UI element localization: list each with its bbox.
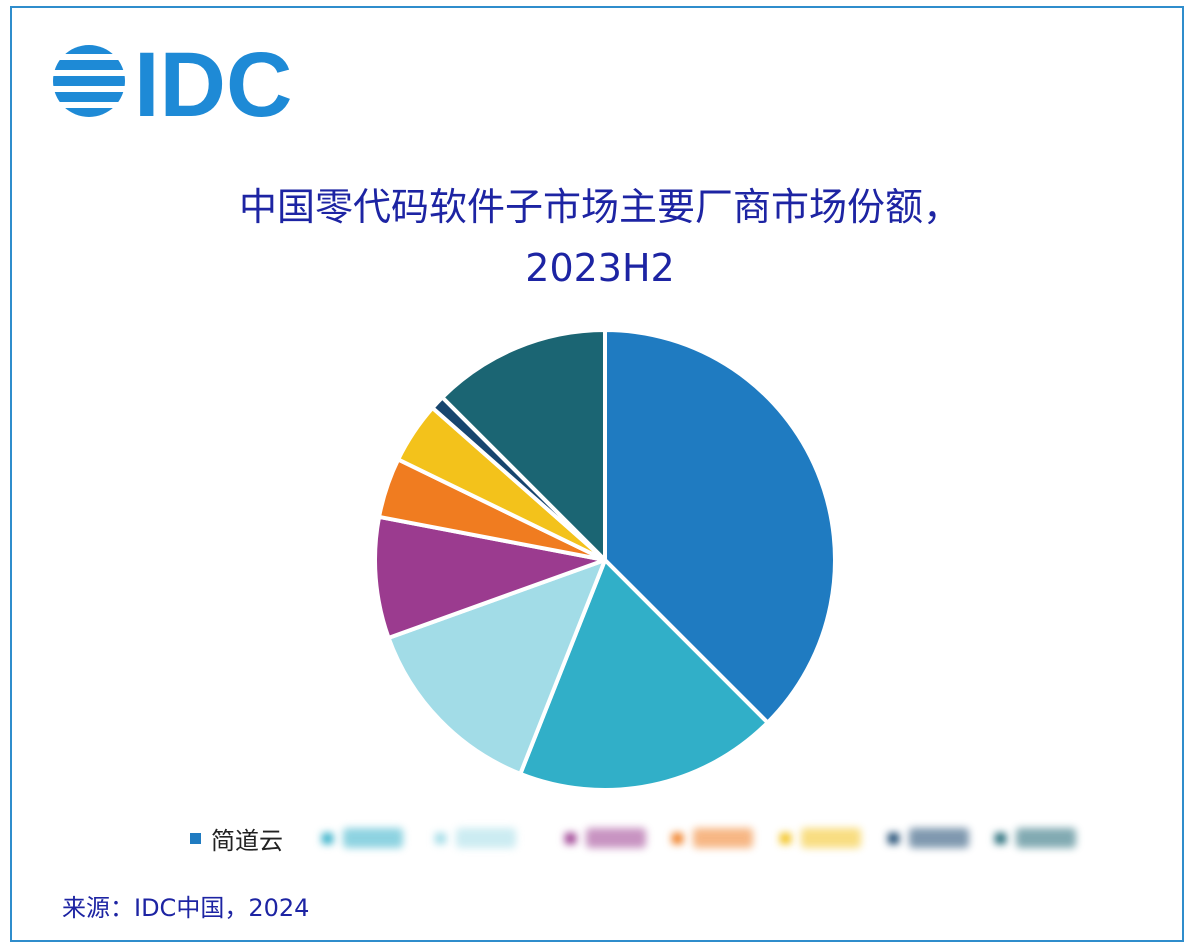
- legend-label-redacted: [343, 828, 403, 848]
- legend-item-7: [888, 818, 969, 858]
- legend-item-6: [780, 818, 861, 858]
- legend-label-redacted: [909, 828, 969, 848]
- chart-subtitle: 2023H2: [525, 246, 675, 290]
- legend-swatch: [995, 832, 1006, 844]
- legend-label-redacted: [693, 828, 753, 848]
- pie-chart: [373, 328, 837, 792]
- legend-swatch: [565, 832, 576, 844]
- legend-label-redacted: [801, 828, 861, 848]
- pie-slice-1: [603, 328, 837, 725]
- source-note: 来源：IDC中国，2024: [62, 894, 310, 922]
- legend-item-5: [672, 818, 753, 858]
- legend-label-redacted: [586, 828, 646, 848]
- pie-slice-3: [386, 558, 607, 776]
- pie-slice-2: [518, 558, 770, 792]
- legend-item-8: [995, 818, 1076, 858]
- legend-swatch: [435, 832, 446, 844]
- chart-title: 中国零代码软件子市场主要厂商市场份额，: [238, 185, 961, 229]
- globe-icon: [53, 45, 125, 117]
- legend-swatch: [780, 832, 791, 844]
- legend-item-1: 简道云: [190, 818, 283, 858]
- legend-swatch: [190, 832, 201, 844]
- legend-item-3: [435, 818, 516, 858]
- legend-item-4: [565, 818, 646, 858]
- legend-swatch: [672, 832, 683, 844]
- pie-slice-8: [440, 328, 607, 562]
- idc-logo: IDC: [53, 38, 292, 124]
- logo-text: IDC: [134, 38, 292, 124]
- legend-swatch: [322, 832, 333, 844]
- legend-label-redacted: [1016, 828, 1076, 848]
- pie-slice-4: [373, 514, 607, 640]
- legend-swatch: [888, 832, 899, 844]
- legend-label-redacted: [456, 828, 516, 848]
- legend: 简道云: [0, 818, 1200, 858]
- legend-label: 简道云: [211, 826, 283, 855]
- legend-item-2: [322, 818, 403, 858]
